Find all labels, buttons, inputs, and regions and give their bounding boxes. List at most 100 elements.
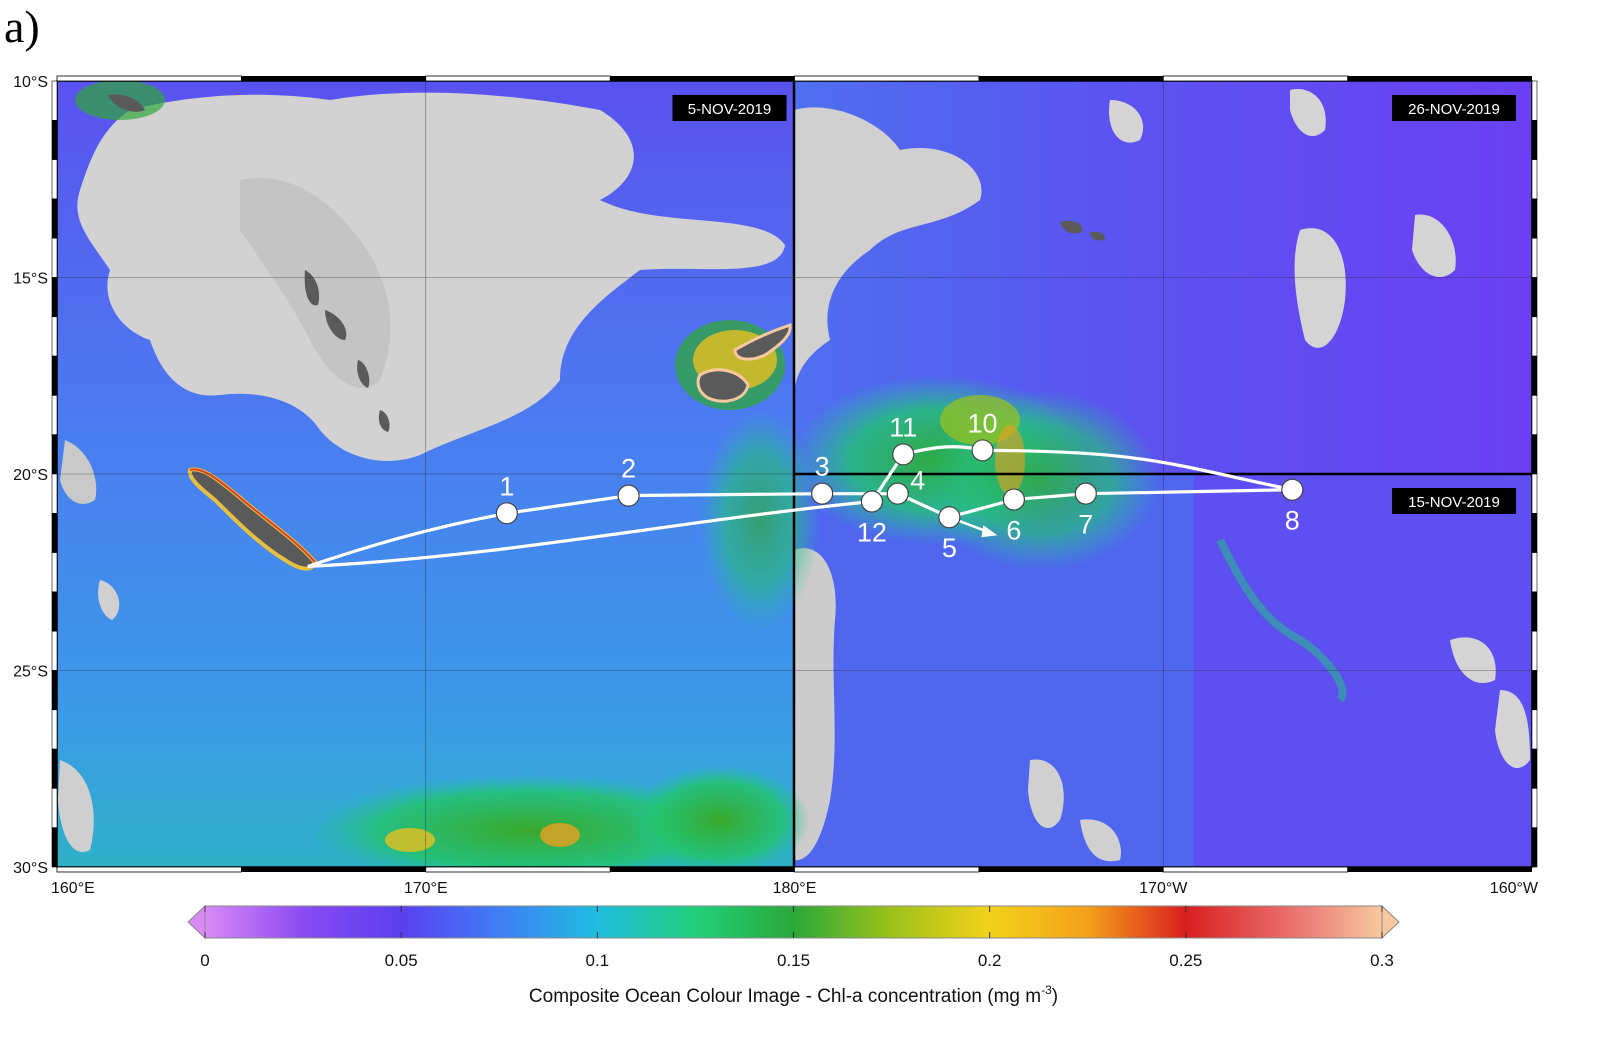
frame-bar-left	[51, 434, 58, 475]
frame-bar-left	[51, 670, 58, 711]
frame-bar-left	[51, 630, 58, 671]
frame-bar-bottom	[794, 866, 980, 873]
station-dot	[938, 506, 961, 529]
frame-bar-right	[1531, 827, 1538, 868]
station-marker: 6	[1002, 488, 1026, 546]
colorbar-tick-label: 0.05	[385, 951, 418, 970]
latitude-tick-label: 30°S	[13, 860, 48, 877]
frame-bar-left	[51, 591, 58, 632]
frame-bar-right	[1531, 434, 1538, 475]
station-dot	[495, 502, 518, 525]
latitude-labels: 10°S 15°S 20°S 25°S 30°S	[13, 74, 48, 877]
station-marker: 7	[1074, 482, 1097, 540]
fiji-island-north	[733, 323, 792, 361]
frame-bar-left	[51, 316, 58, 357]
longitude-tick-label: 160°E	[51, 880, 95, 897]
fiji-island-large	[696, 368, 750, 403]
station-dot	[1074, 482, 1097, 505]
frame-bar-left	[51, 277, 58, 318]
frame-bar-left	[51, 552, 58, 593]
station-dot	[860, 490, 884, 513]
station-marker: 12	[857, 490, 887, 548]
station-dot	[1281, 478, 1304, 501]
latitude-tick-label: 20°S	[13, 467, 48, 484]
frame-bar-left	[51, 473, 58, 514]
frame-bar-right	[1531, 198, 1538, 239]
cloud-cover-east	[794, 107, 982, 400]
cruise-track-line	[307, 445, 1294, 568]
frame-bar-right	[1531, 591, 1538, 632]
station-label: 10	[968, 408, 998, 438]
composite-boundaries	[792, 81, 1532, 867]
frame-bar-top	[794, 75, 980, 82]
frame-bar-right	[1531, 552, 1538, 593]
latitude-tick-label: 25°S	[13, 664, 48, 681]
frame-bar-left	[51, 120, 58, 160]
track-arrowhead	[981, 525, 998, 538]
frame-bar-right	[1531, 355, 1538, 396]
frame-bar-left	[51, 198, 58, 239]
frame-bar-bottom	[241, 867, 426, 872]
colorbar-title-close: )	[1052, 986, 1058, 1007]
station-marker: 4	[886, 466, 925, 505]
colorbar-tick-label: 0.2	[978, 951, 1002, 970]
station-dot	[617, 484, 640, 507]
frame-bar-bottom	[1347, 867, 1532, 872]
frame-bar-right	[1531, 159, 1538, 200]
colorbar-tick-label: 0.15	[777, 951, 810, 970]
station-label: 7	[1078, 510, 1093, 540]
colorbar: 0 0.05 0.1 0.15 0.2 0.25 0.3 Composite Ocean Co…	[187, 904, 1400, 1007]
frame-bar-right	[1531, 277, 1538, 318]
frame-bar-top	[241, 76, 426, 81]
colorbar-min-extend	[187, 904, 206, 940]
date-tag-text: 5-NOV-2019	[688, 101, 771, 118]
station-label: 8	[1285, 506, 1300, 536]
colorbar-tick-label: 0.1	[586, 951, 610, 970]
station-marker: 8	[1281, 478, 1304, 536]
frame-bar-top	[56, 75, 242, 82]
frame-bar-top	[610, 76, 795, 81]
frame-bar-right	[1531, 120, 1538, 160]
frame-bar-left	[51, 512, 58, 553]
station-label: 12	[857, 518, 887, 548]
colorbar-tick-label: 0.25	[1169, 951, 1202, 970]
frame-bar-bottom	[978, 867, 1164, 872]
frame-bar-left	[51, 80, 58, 121]
frame-bar-left	[51, 827, 58, 868]
panel-label: a)	[4, 1, 40, 52]
frame-bar-right	[1531, 473, 1538, 514]
frame-bar-left	[51, 788, 58, 829]
station-marker: 5	[938, 506, 961, 563]
longitude-tick-label: 160°W	[1490, 880, 1539, 897]
station-marker: 1	[495, 471, 518, 525]
latitude-tick-label: 15°S	[13, 271, 48, 288]
frame-bar-left	[51, 748, 58, 789]
frame-bar-right	[1531, 670, 1538, 711]
longitude-tick-label: 170°W	[1139, 880, 1188, 897]
station-label: 2	[621, 454, 636, 484]
date-tag: 5-NOV-2019	[672, 95, 787, 121]
station-label: 6	[1006, 516, 1021, 546]
longitude-labels: 160°E 170°E 180°E 170°W 160°W	[51, 880, 1539, 897]
frame-bar-left	[51, 159, 58, 200]
colorbar-title-superscript: -3	[1041, 983, 1052, 997]
frame-bar-right	[1531, 80, 1538, 121]
colorbar-tick-label: 0.3	[1370, 951, 1394, 970]
date-tag-text: 15-NOV-2019	[1408, 494, 1500, 511]
map-frame	[51, 75, 1538, 873]
frame-bar-bottom	[425, 866, 611, 873]
frame-bar-left	[51, 237, 58, 278]
date-tag: 15-NOV-2019	[1392, 488, 1516, 514]
frame-bar-right	[1531, 709, 1538, 750]
frame-bar-right	[1531, 316, 1538, 357]
frame-bar-bottom	[1162, 866, 1349, 873]
colorbar-title-main: Composite Ocean Colour Image - Chl-a con…	[529, 986, 1041, 1007]
frame-bar-right	[1531, 630, 1538, 671]
station-label: 4	[910, 466, 925, 496]
frame-bar-left	[51, 395, 58, 435]
station-label: 11	[889, 412, 917, 442]
date-tag-text: 26-NOV-2019	[1408, 101, 1500, 118]
station-marker: 10	[968, 408, 998, 462]
